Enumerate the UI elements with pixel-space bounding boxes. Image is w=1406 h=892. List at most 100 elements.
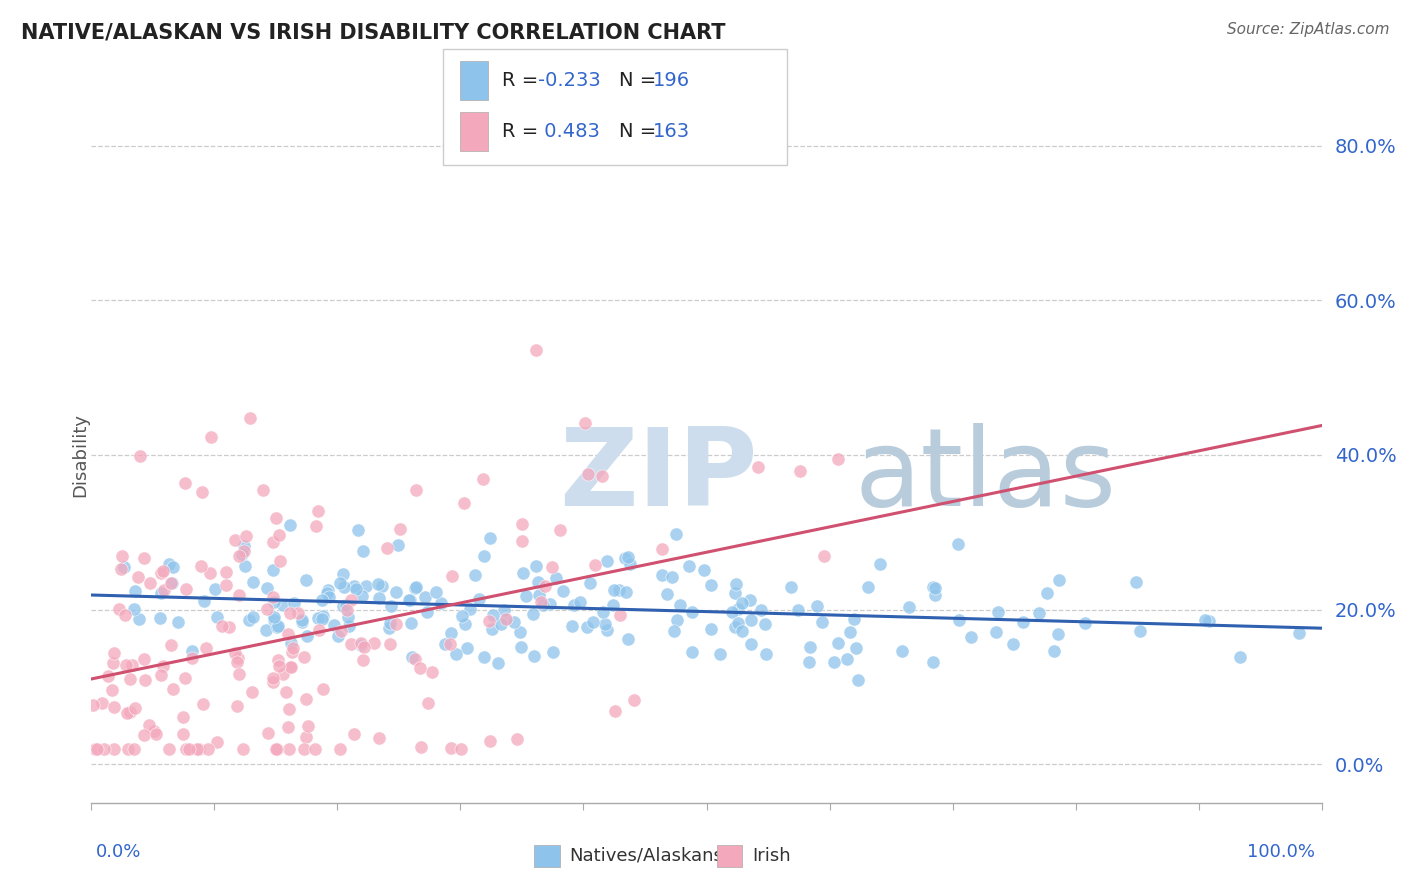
Point (603, 582, 626, 597)
Point (347, 523, 370, 537)
Point (297, 719, 319, 733)
Text: 163: 163 (652, 121, 689, 141)
Point (458, 602, 481, 616)
Point (420, 665, 443, 679)
Point (276, 684, 298, 698)
Point (512, 517, 534, 532)
Point (90, 696, 112, 710)
Point (451, 609, 474, 624)
Point (352, 589, 374, 603)
Point (921, 655, 943, 669)
Point (117, 741, 139, 756)
Point (180, 643, 202, 657)
Y-axis label: Disability: Disability (72, 413, 89, 497)
Point (607, 583, 630, 598)
Point (264, 510, 287, 524)
Point (287, 606, 309, 620)
Point (799, 640, 821, 654)
Point (527, 588, 550, 602)
Point (425, 585, 447, 599)
Point (278, 660, 301, 674)
Text: atlas: atlas (853, 423, 1116, 529)
Point (574, 416, 596, 430)
Point (724, 620, 747, 634)
Point (232, 544, 254, 558)
Point (332, 567, 354, 582)
Point (495, 612, 517, 626)
Point (509, 624, 531, 639)
Point (486, 656, 509, 670)
Point (576, 467, 599, 482)
Point (335, 598, 357, 612)
Point (283, 596, 305, 610)
Point (232, 741, 254, 756)
Point (1194, 614, 1216, 628)
Point (148, 611, 170, 625)
Point (456, 640, 478, 655)
Point (890, 644, 912, 658)
Point (239, 411, 262, 425)
Point (368, 731, 391, 745)
Point (153, 583, 176, 598)
Point (1125, 574, 1147, 589)
Point (353, 640, 375, 654)
Point (124, 584, 146, 599)
Point (619, 557, 641, 571)
Point (114, 607, 136, 622)
Point (724, 577, 747, 591)
Point (188, 741, 211, 756)
Point (215, 578, 238, 592)
Point (329, 576, 352, 591)
Point (527, 575, 550, 590)
Point (869, 558, 891, 572)
Point (413, 590, 436, 604)
Point (292, 650, 315, 665)
Point (278, 518, 301, 533)
Point (134, 673, 156, 687)
Point (266, 741, 288, 756)
Point (308, 623, 330, 637)
Point (267, 528, 290, 542)
Point (1288, 625, 1310, 640)
Point (1002, 637, 1025, 651)
Point (266, 741, 288, 756)
Point (252, 483, 274, 497)
Point (333, 580, 356, 594)
Point (127, 569, 149, 583)
Point (124, 701, 146, 715)
Point (478, 532, 501, 546)
Point (193, 594, 215, 608)
Point (827, 636, 849, 650)
Point (468, 591, 491, 606)
Point (295, 692, 318, 706)
Point (194, 640, 217, 655)
Point (343, 579, 366, 593)
Point (984, 625, 1007, 640)
Point (378, 621, 401, 635)
Text: Source: ZipAtlas.com: Source: ZipAtlas.com (1226, 22, 1389, 37)
Point (371, 579, 394, 593)
Point (228, 549, 250, 564)
Point (152, 658, 174, 673)
Point (740, 637, 762, 651)
Point (472, 549, 495, 564)
Point (623, 693, 645, 707)
Point (453, 496, 475, 510)
Point (101, 682, 124, 697)
Point (530, 595, 553, 609)
Point (434, 637, 457, 651)
Point (482, 608, 505, 623)
Point (204, 582, 226, 596)
Point (228, 651, 250, 665)
Point (162, 576, 184, 591)
Point (399, 615, 422, 630)
Point (835, 652, 858, 666)
Point (922, 580, 945, 594)
Point (439, 637, 461, 651)
Point (167, 615, 190, 629)
Point (343, 727, 366, 741)
Point (844, 640, 866, 655)
Point (510, 534, 533, 549)
Point (336, 603, 359, 617)
Point (430, 596, 453, 610)
